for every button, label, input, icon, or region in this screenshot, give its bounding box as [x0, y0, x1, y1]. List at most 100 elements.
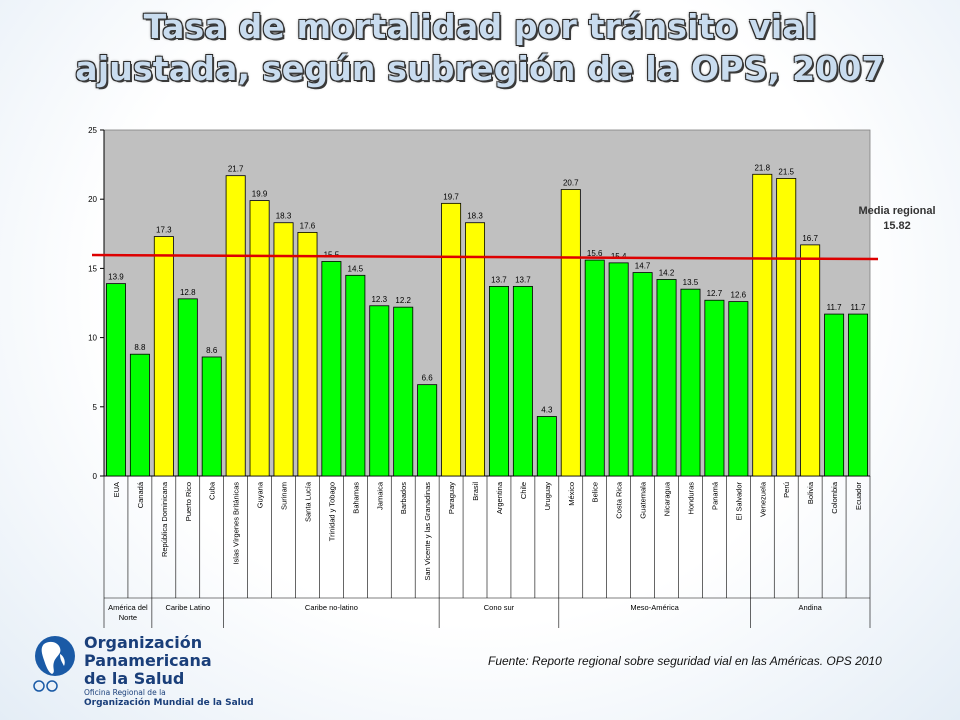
category-label-19: Uruguay — [543, 482, 552, 511]
y-tick-label: 15 — [88, 264, 97, 273]
category-label-3: República Dominicana — [160, 481, 169, 557]
group-label-1: América del Norte — [108, 603, 148, 622]
bar-18 — [512, 285, 533, 477]
bar-26 — [704, 299, 725, 477]
bar-10 — [321, 261, 342, 477]
category-label-8: Surinam — [280, 482, 289, 510]
reference-label: Media regional — [858, 205, 935, 217]
value-label-20: 20.7 — [563, 179, 579, 188]
group-label-2: Caribe Latino — [165, 603, 210, 612]
value-label-25: 13.5 — [683, 278, 699, 287]
category-label-12: Jamaica — [375, 481, 384, 510]
y-tick-label: 20 — [88, 195, 97, 204]
bar-31 — [824, 313, 845, 477]
bar-22 — [608, 262, 629, 477]
value-label-29: 21.5 — [778, 167, 794, 176]
group-label-6: Andina — [798, 603, 822, 612]
category-label-18: Chile — [519, 482, 528, 499]
value-label-10: 15.5 — [324, 250, 340, 259]
value-label-22: 15.4 — [611, 252, 627, 261]
logo-sub-2: Organización Mundial de la Salud — [84, 698, 254, 708]
category-label-24: Nicaragua — [663, 481, 672, 516]
value-label-31: 11.7 — [827, 303, 843, 312]
logo-line-2: Panamericana — [84, 651, 212, 670]
paho-logo: Organización Panamericana de la Salud Of… — [30, 632, 254, 712]
value-label-2: 8.8 — [134, 343, 146, 352]
bar-6 — [225, 175, 246, 477]
bar-30 — [800, 244, 821, 477]
category-label-15: Paraguay — [447, 482, 456, 514]
bar-27 — [728, 301, 749, 477]
category-label-10: Trinidad y Tobago — [327, 482, 336, 541]
value-label-9: 17.6 — [300, 221, 316, 230]
bar-29 — [776, 178, 797, 477]
bar-8 — [273, 222, 294, 477]
bar-7 — [249, 200, 270, 477]
bar-15 — [441, 202, 462, 477]
bar-25 — [680, 288, 701, 477]
bar-28 — [752, 173, 773, 477]
bar-11 — [345, 274, 366, 477]
chart-title-line-1: Tasa de mortalidad por tránsito vial — [143, 7, 817, 46]
bar-23 — [632, 272, 653, 477]
value-label-1: 13.9 — [108, 273, 124, 282]
category-label-14: San Vicente y las Granadinas — [423, 482, 432, 581]
category-label-6: Islas Vírgenes Británicas — [232, 482, 241, 565]
logo-sub-1: Oficina Regional de la — [84, 688, 166, 697]
bar-16 — [465, 222, 486, 477]
reference-line — [91, 253, 879, 261]
category-label-31: Colombia — [830, 481, 839, 514]
value-label-4: 12.8 — [180, 288, 196, 297]
value-label-7: 19.9 — [252, 190, 268, 199]
value-label-5: 8.6 — [206, 346, 218, 355]
category-label-5: Cuba — [208, 481, 217, 500]
bar-14 — [417, 384, 438, 477]
category-label-11: Bahamas — [351, 482, 360, 514]
value-label-3: 17.3 — [156, 226, 172, 235]
value-label-26: 12.7 — [707, 289, 723, 298]
value-label-21: 15.6 — [587, 249, 603, 258]
value-label-8: 18.3 — [276, 212, 292, 221]
category-label-16: Brasil — [471, 482, 480, 501]
y-tick-label: 25 — [88, 126, 97, 135]
category-label-4: Puerto Rico — [184, 482, 193, 521]
group-label-3: Caribe no-latino — [305, 603, 358, 612]
category-label-17: Argentina — [495, 481, 504, 514]
category-label-23: Guatemala — [639, 481, 648, 519]
bar-21 — [584, 259, 605, 477]
bar-2 — [129, 353, 150, 477]
value-label-11: 14.5 — [348, 264, 364, 273]
value-label-28: 21.8 — [754, 163, 770, 172]
value-label-19: 4.3 — [541, 405, 553, 414]
bar-12 — [369, 305, 390, 477]
category-label-29: Perú — [782, 482, 791, 498]
bar-24 — [656, 279, 677, 477]
bar-19 — [536, 416, 557, 477]
value-label-23: 14.7 — [635, 262, 651, 271]
bar-20 — [560, 189, 581, 477]
category-label-32: Ecuador — [854, 482, 863, 510]
category-label-27: El Salvador — [734, 482, 743, 521]
bar-17 — [488, 285, 509, 477]
value-label-18: 13.7 — [515, 275, 531, 284]
bar-9 — [297, 232, 318, 477]
value-label-17: 13.7 — [491, 275, 507, 284]
group-label-4: Cono sur — [484, 603, 515, 612]
value-label-14: 6.6 — [422, 374, 434, 383]
y-tick-label: 10 — [88, 334, 97, 343]
category-label-9: Santa Lucía — [303, 481, 312, 522]
value-label-32: 11.7 — [851, 303, 867, 312]
logo-subtitle: Oficina Regional de la Organización Mund… — [84, 688, 254, 708]
value-label-24: 14.2 — [659, 268, 675, 277]
value-label-15: 19.7 — [443, 192, 459, 201]
logo-wordmark: Organización Panamericana de la Salud — [84, 634, 212, 688]
category-label-30: Bolivia — [806, 481, 815, 504]
value-label-6: 21.7 — [228, 165, 244, 174]
value-label-30: 16.7 — [802, 234, 818, 243]
value-label-13: 12.2 — [395, 296, 411, 305]
category-label-28: Venezuela — [758, 481, 767, 517]
paho-emblem-icon — [33, 636, 75, 692]
category-label-13: Barbados — [399, 482, 408, 514]
logo-line-3: de la Salud — [84, 669, 185, 688]
